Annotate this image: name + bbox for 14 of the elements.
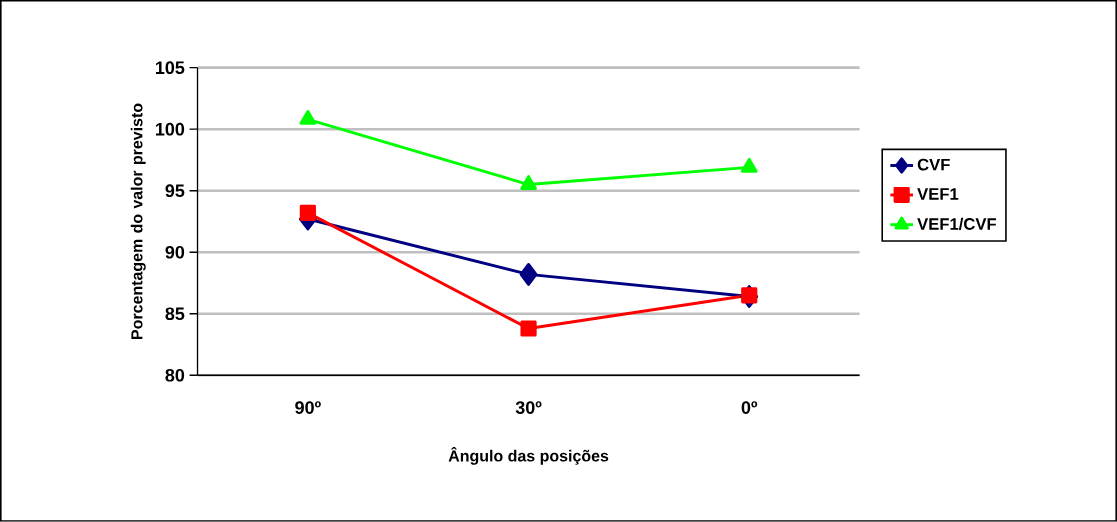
y-axis-title: Porcentagem do valor previsto [130,103,146,340]
legend-label: VEF1/CVF [917,217,997,231]
y-tick-label: 90 [165,245,185,259]
y-tick-label: 85 [165,307,185,321]
x-axis-title: Ângulo das posições [448,447,609,465]
y-tick-label: 100 [155,122,185,136]
legend-label: CVF [917,158,950,171]
legend-label: VEF1 [917,188,959,200]
x-tick-label: 0º [741,401,758,415]
y-tick-label: 95 [165,184,185,198]
y-tick-label: 105 [155,61,185,75]
x-tick-label: 90º [295,401,321,415]
y-tick-label: 80 [165,368,185,382]
x-tick-label: 30º [515,401,542,415]
